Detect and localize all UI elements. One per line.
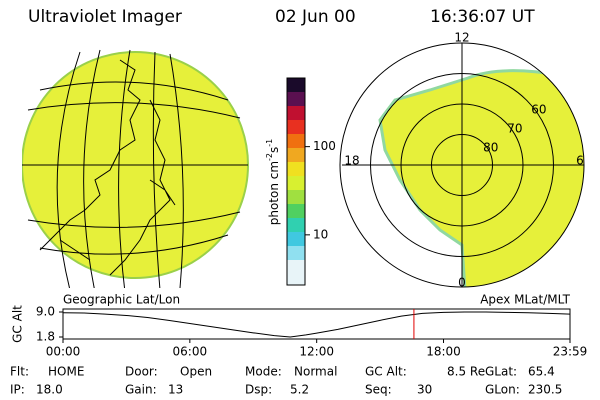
unit: s bbox=[267, 147, 281, 153]
info-value: 13 bbox=[168, 383, 183, 397]
x-tick-label: 00:00 bbox=[46, 345, 81, 359]
globe bbox=[22, 49, 249, 288]
info-value: 5.2 bbox=[290, 383, 309, 397]
color-swatch bbox=[287, 176, 305, 190]
lat-ring bbox=[370, 73, 554, 257]
coastline bbox=[39, 59, 176, 276]
lat-ring bbox=[400, 103, 524, 227]
polar-boundary bbox=[339, 42, 585, 288]
colorbar-tick-label: 10 bbox=[313, 227, 328, 241]
globe-grid bbox=[22, 49, 248, 288]
info-value: Open bbox=[180, 365, 212, 379]
info-label: GC Alt: bbox=[365, 365, 407, 379]
color-swatch bbox=[287, 218, 305, 232]
lat-label: 60 bbox=[531, 103, 546, 117]
y-tick-label: 1.8 bbox=[36, 330, 55, 344]
color-swatch bbox=[287, 120, 305, 134]
mlt-label: 6 bbox=[576, 154, 584, 168]
info-label: Flt: bbox=[10, 365, 29, 379]
lat-label: 80 bbox=[483, 140, 498, 154]
color-swatch bbox=[287, 204, 305, 218]
info-label: Gain: bbox=[125, 383, 157, 397]
info-label: IP: bbox=[10, 383, 25, 397]
info-label: Seq: bbox=[365, 383, 392, 397]
y-axis-label: GC Alt bbox=[11, 305, 25, 343]
lat-ring bbox=[431, 134, 493, 196]
info-value: 230.5 bbox=[528, 383, 562, 397]
color-swatch bbox=[287, 78, 305, 92]
info-label: GLon: bbox=[485, 383, 520, 397]
date: 02 Jun 00 bbox=[275, 7, 356, 27]
time: 16:36:07 UT bbox=[430, 7, 535, 27]
info-value: HOME bbox=[48, 365, 84, 379]
info-value: 18.0 bbox=[36, 383, 63, 397]
map-title: Geographic Lat/Lon bbox=[63, 293, 180, 307]
polar-image bbox=[378, 69, 584, 287]
polar-grid bbox=[339, 42, 585, 288]
info-value: 30 bbox=[417, 383, 432, 397]
y-tick-label: 9.0 bbox=[36, 305, 55, 319]
colorbar-label: photon cm-2s-1 bbox=[265, 139, 281, 226]
color-swatch bbox=[287, 246, 305, 260]
exponent: -2 bbox=[265, 153, 274, 161]
info-label: Door: bbox=[125, 365, 158, 379]
color-swatch bbox=[287, 106, 305, 120]
mlt-label: 0 bbox=[458, 276, 466, 290]
info-label: Mode: bbox=[245, 365, 282, 379]
color-swatch bbox=[287, 232, 305, 246]
info-value: Normal bbox=[294, 365, 337, 379]
lat-label: 70 bbox=[507, 121, 522, 135]
unit: photon cm bbox=[267, 161, 281, 225]
color-swatch bbox=[287, 260, 305, 285]
orbit-plot: 9.0 1.800:00 06:00 12:00 18:00 23:59 bbox=[36, 305, 587, 359]
gc-alt-line bbox=[62, 311, 571, 338]
x-tick-label: 18:00 bbox=[426, 345, 461, 359]
color-swatch bbox=[287, 134, 305, 148]
colorbar-frame bbox=[286, 77, 306, 286]
info-label: Dsp: bbox=[245, 383, 272, 397]
color-swatch bbox=[287, 190, 305, 204]
colorbar-tick-label: 100 bbox=[313, 139, 336, 153]
info-panel: Flt: HOME Door: Open Mode: Normal GC Alt: 8.5 R… bbox=[10, 365, 562, 397]
plot-frame bbox=[62, 308, 571, 340]
exponent: -1 bbox=[265, 139, 274, 147]
x-tick-label: 12:00 bbox=[299, 345, 334, 359]
color-swatch bbox=[287, 162, 305, 176]
color-swatch bbox=[287, 148, 305, 162]
mlt-label: 12 bbox=[454, 31, 469, 45]
map-title: Apex MLat/MLT bbox=[480, 293, 570, 307]
x-tick-label: 23:59 bbox=[553, 345, 588, 359]
info-label: GLat: bbox=[485, 365, 517, 379]
x-tick-label: 06:00 bbox=[173, 345, 208, 359]
title: Ultraviolet Imager bbox=[28, 7, 182, 27]
colorbar bbox=[286, 77, 306, 286]
color-swatch bbox=[287, 92, 305, 106]
info-value: 65.4 bbox=[528, 365, 555, 379]
info-value: 8.5 Re bbox=[447, 365, 485, 379]
mlt-label: 18 bbox=[344, 154, 359, 168]
